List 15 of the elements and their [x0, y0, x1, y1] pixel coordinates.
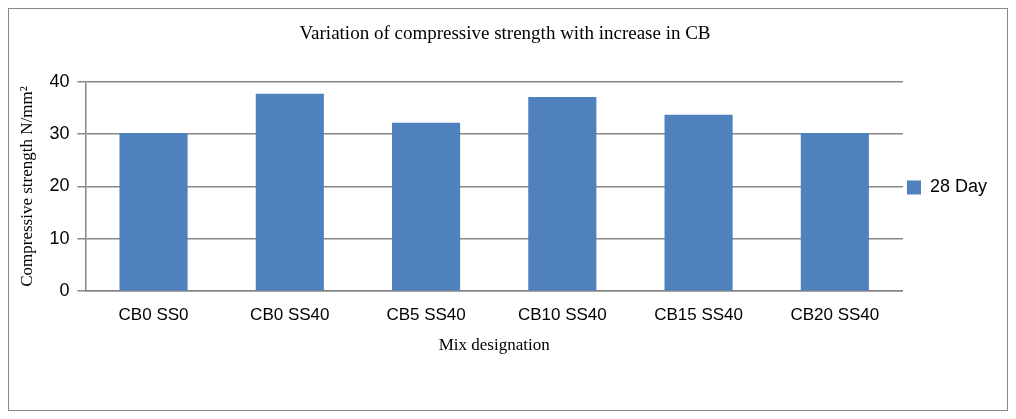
- y-tick-label: 20: [49, 175, 70, 196]
- legend-label: 28 Day: [929, 176, 988, 197]
- x-tick-label: CB15 SS40: [654, 305, 743, 325]
- y-tick-label: 40: [49, 70, 70, 91]
- x-tick-label: CB0 SS40: [250, 305, 330, 325]
- x-tick-label: CB0 SS0: [118, 305, 189, 325]
- y-tick-label: 10: [49, 227, 70, 248]
- y-axis-title: Compressive strength N/mm²: [16, 86, 36, 287]
- x-tick-label: CB5 SS40: [386, 305, 466, 325]
- x-tick-label: CB10 SS40: [517, 305, 607, 325]
- x-tick-label: CB20 SS40: [790, 305, 880, 325]
- y-tick-label: 0: [59, 280, 70, 301]
- x-axis-title: Mix designation: [438, 335, 551, 355]
- chart-title: Variation of compressive strength with increase in CB: [299, 22, 711, 44]
- y-tick-label: 30: [49, 123, 70, 144]
